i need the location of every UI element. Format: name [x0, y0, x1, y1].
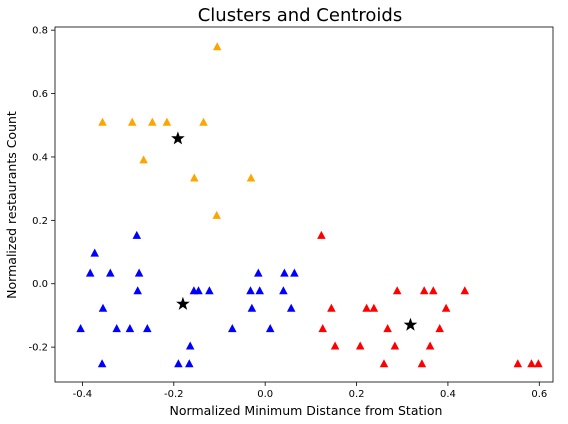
data-point	[98, 117, 107, 126]
axis-ticks: -0.4 -0.2 0.0 0.2 0.4 0.6 -0.2 0.0 0.2 0.4 0.6 0.8	[28, 26, 547, 400]
data-point	[194, 286, 203, 295]
chart-title: Clusters and Centroids	[198, 5, 403, 26]
data-point	[429, 286, 438, 295]
data-point	[247, 303, 257, 312]
series-2	[317, 230, 543, 368]
data-point	[162, 117, 172, 126]
data-point	[97, 359, 107, 368]
data-point	[185, 341, 195, 350]
data-point	[143, 324, 152, 333]
data-point	[390, 341, 400, 350]
data-point	[85, 268, 95, 277]
data-point	[76, 324, 85, 333]
data-point	[435, 324, 444, 333]
data-point	[112, 324, 121, 333]
data-point	[369, 303, 379, 312]
x-tick-label: 0.6	[531, 389, 547, 400]
x-tick-label: 0.4	[440, 389, 456, 400]
data-point	[90, 248, 99, 257]
x-tick-label: -0.2	[164, 389, 184, 400]
data-point	[527, 359, 536, 368]
centroid-star	[171, 131, 185, 145]
data-point	[330, 341, 340, 350]
data-point	[419, 286, 429, 295]
data-point	[254, 268, 263, 277]
data-point	[290, 268, 299, 277]
series-0	[76, 230, 299, 368]
data-point	[355, 341, 365, 350]
data-point	[246, 286, 255, 295]
plot-area	[54, 26, 554, 383]
data-point	[199, 117, 208, 126]
data-point	[125, 324, 135, 333]
data-point	[106, 268, 115, 277]
series-1	[98, 42, 256, 219]
data-point	[185, 359, 194, 368]
data-point	[205, 286, 214, 295]
data-point	[383, 324, 392, 333]
data-point	[362, 303, 371, 312]
centroid-star	[176, 296, 190, 310]
data-point	[228, 324, 237, 333]
x-tick-label: 0.2	[349, 389, 365, 400]
data-point	[392, 286, 402, 295]
y-tick-label: 0.0	[32, 279, 48, 290]
x-axis-label: Normalized Minimum Distance from Station	[170, 403, 443, 418]
data-point	[417, 359, 427, 368]
data-point	[174, 359, 183, 368]
plot-frame	[54, 26, 554, 383]
data-point	[279, 286, 288, 295]
data-point	[127, 117, 137, 126]
data-point	[212, 42, 222, 51]
data-point	[327, 303, 336, 312]
y-axis-label: Normalized restaurants Count	[4, 111, 19, 299]
data-point	[534, 359, 543, 368]
data-point	[379, 359, 389, 368]
data-point	[132, 230, 142, 239]
data-point	[139, 155, 148, 164]
data-point	[460, 286, 470, 295]
y-tick-label: 0.6	[32, 89, 48, 100]
x-tick-label: 0.0	[257, 389, 273, 400]
centroid-star	[403, 317, 418, 331]
data-point	[280, 268, 289, 277]
data-point	[513, 359, 523, 368]
data-point	[441, 303, 451, 312]
data-point	[255, 286, 264, 295]
y-tick-label: 0.4	[32, 152, 48, 163]
data-point	[425, 341, 435, 350]
data-markers	[76, 42, 543, 368]
data-point	[286, 303, 296, 312]
data-point	[246, 173, 256, 182]
y-tick-label: 0.8	[32, 26, 48, 37]
x-tick-label: -0.4	[73, 389, 93, 400]
y-tick-label: 0.2	[32, 216, 48, 227]
data-point	[98, 303, 108, 312]
data-point	[148, 117, 157, 126]
centroids	[171, 131, 418, 331]
data-point	[133, 286, 142, 295]
data-point	[190, 173, 199, 182]
data-point	[318, 324, 327, 333]
y-tick-label: -0.2	[28, 343, 48, 354]
data-point	[265, 324, 275, 333]
data-point	[134, 268, 144, 277]
data-point	[212, 210, 221, 219]
data-point	[317, 230, 326, 239]
